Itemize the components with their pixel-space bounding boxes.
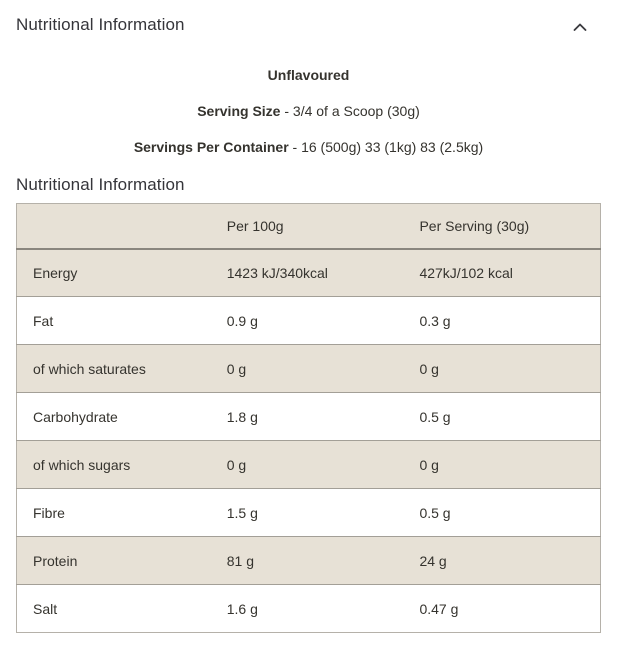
- table-row: of which saturates 0 g 0 g: [16, 344, 601, 393]
- serving-size-value: - 3/4 of a Scoop (30g): [280, 103, 420, 119]
- table-col-empty: [16, 203, 227, 250]
- flavour-line: Unflavoured: [0, 67, 617, 83]
- per-serving-value: 0 g: [419, 344, 601, 393]
- per-serving-value: 0.5 g: [419, 392, 601, 441]
- table-row: Energy 1423 kJ/340kcal 427kJ/102 kcal: [16, 248, 601, 297]
- per-100g-value: 1.5 g: [226, 488, 420, 537]
- nutrient-label: Fibre: [16, 488, 227, 537]
- per-100g-value: 1.6 g: [226, 584, 420, 633]
- nutrition-table: Per 100g Per Serving (30g) Energy 1423 k…: [16, 203, 601, 633]
- per-serving-value: 0 g: [419, 440, 601, 489]
- table-row: Salt 1.6 g 0.47 g: [16, 584, 601, 633]
- per-100g-value: 1.8 g: [226, 392, 420, 441]
- table-row: Fibre 1.5 g 0.5 g: [16, 488, 601, 537]
- table-col-per-100g: Per 100g: [226, 203, 420, 250]
- table-col-per-serving: Per Serving (30g): [419, 203, 601, 250]
- chevron-up-icon[interactable]: [573, 23, 587, 31]
- per-100g-value: 81 g: [226, 536, 420, 585]
- nutrient-label: of which saturates: [16, 344, 227, 393]
- table-row: Fat 0.9 g 0.3 g: [16, 296, 601, 345]
- table-row: Carbohydrate 1.8 g 0.5 g: [16, 392, 601, 441]
- per-serving-value: 0.47 g: [419, 584, 601, 633]
- per-100g-value: 0 g: [226, 440, 420, 489]
- accordion-title: Nutritional Information: [16, 15, 185, 34]
- per-serving-value: 0.5 g: [419, 488, 601, 537]
- nutrient-label: Protein: [16, 536, 227, 585]
- per-100g-value: 0 g: [226, 344, 420, 393]
- nutrient-label: Salt: [16, 584, 227, 633]
- nutrient-label: Energy: [33, 264, 78, 281]
- nutrient-label: Fat: [16, 296, 227, 345]
- table-header-row: Per 100g Per Serving (30g): [16, 203, 601, 250]
- table-row: Protein 81 g 24 g: [16, 536, 601, 585]
- per-serving-value: 0.3 g: [419, 296, 601, 345]
- servings-per-container-value: - 16 (500g) 33 (1kg) 83 (2.5kg): [288, 139, 484, 155]
- table-row: of which sugars 0 g 0 g: [16, 440, 601, 489]
- per-serving-value: 427kJ/102 kcal: [419, 264, 513, 281]
- per-100g-value: 1423 kJ/340kcal: [226, 264, 328, 281]
- per-serving-value: 24 g: [419, 536, 601, 585]
- flavour-name: Unflavoured: [267, 67, 350, 83]
- nutrient-label: Carbohydrate: [16, 392, 227, 441]
- serving-size-line: Serving Size - 3/4 of a Scoop (30g): [0, 103, 617, 119]
- per-100g-value: 0.9 g: [226, 296, 420, 345]
- nutritional-information-accordion-header[interactable]: Nutritional Information: [0, 0, 617, 35]
- serving-size-label: Serving Size: [197, 103, 281, 119]
- servings-per-container-label: Servings Per Container: [133, 139, 289, 155]
- nutrition-table-title: Nutritional Information: [16, 175, 185, 194]
- serving-info: Unflavoured Serving Size - 3/4 of a Scoo…: [0, 67, 617, 155]
- servings-per-container-line: Servings Per Container - 16 (500g) 33 (1…: [0, 139, 617, 155]
- nutrient-label: of which sugars: [16, 440, 227, 489]
